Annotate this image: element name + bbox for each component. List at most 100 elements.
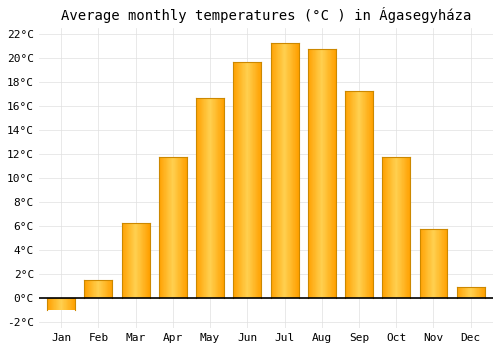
Bar [445, 229, 446, 298]
Bar [246, 62, 247, 298]
Bar [395, 157, 396, 298]
Bar [220, 98, 222, 298]
Bar [71, 298, 72, 310]
Bar [171, 157, 172, 298]
Bar [389, 157, 390, 298]
Bar [201, 98, 202, 298]
Bar [297, 43, 298, 298]
Bar [275, 43, 276, 298]
Bar [366, 91, 367, 298]
Bar [170, 157, 171, 298]
Bar [466, 287, 467, 298]
Bar [106, 280, 107, 298]
Bar [135, 223, 136, 298]
Bar [184, 157, 185, 298]
Bar [292, 43, 293, 298]
Bar [406, 157, 407, 298]
Bar [363, 91, 364, 298]
Bar [354, 91, 355, 298]
Bar [124, 223, 125, 298]
Bar [335, 49, 336, 298]
Bar [350, 91, 351, 298]
Bar [218, 98, 219, 298]
Bar [424, 229, 425, 298]
Bar [99, 280, 100, 298]
Title: Average monthly temperatures (°C ) in Ágasegyháza: Average monthly temperatures (°C ) in Ág… [60, 7, 471, 23]
Bar [361, 91, 362, 298]
Bar [172, 157, 173, 298]
Bar [435, 229, 436, 298]
Bar [359, 91, 360, 298]
Bar [49, 298, 50, 310]
Bar [250, 62, 251, 298]
Bar [144, 223, 145, 298]
Bar [362, 91, 363, 298]
Bar [270, 43, 271, 298]
Bar [255, 62, 256, 298]
Bar [202, 98, 203, 298]
Bar [65, 298, 66, 310]
Bar [349, 91, 350, 298]
Bar [279, 43, 280, 298]
Bar [84, 280, 85, 298]
Bar [66, 298, 68, 310]
Bar [432, 229, 433, 298]
Bar [480, 287, 481, 298]
Bar [108, 280, 109, 298]
Bar [330, 49, 332, 298]
Bar [483, 287, 484, 298]
Bar [51, 298, 52, 310]
Bar [222, 98, 223, 298]
Bar [64, 298, 65, 310]
Bar [403, 157, 404, 298]
Bar [444, 229, 445, 298]
Bar [271, 43, 272, 298]
Bar [312, 49, 313, 298]
Bar [464, 287, 465, 298]
Bar [48, 298, 49, 310]
Bar [177, 157, 178, 298]
Bar [209, 98, 210, 298]
Bar [282, 43, 283, 298]
Bar [422, 229, 423, 298]
Bar [478, 287, 479, 298]
Bar [173, 157, 174, 298]
Bar [69, 298, 70, 310]
Bar [199, 98, 200, 298]
Bar [348, 91, 349, 298]
Bar [52, 298, 53, 310]
Bar [141, 223, 142, 298]
Bar [370, 91, 372, 298]
Bar [85, 280, 86, 298]
Bar [161, 157, 162, 298]
Bar [329, 49, 330, 298]
Bar [474, 287, 475, 298]
Bar [96, 280, 98, 298]
Bar [205, 98, 206, 298]
Bar [176, 157, 177, 298]
Bar [431, 229, 432, 298]
Bar [87, 280, 88, 298]
Bar [321, 49, 322, 298]
Bar [100, 280, 101, 298]
Bar [475, 287, 476, 298]
Bar [215, 98, 216, 298]
Bar [62, 298, 63, 310]
Bar [47, 298, 48, 310]
Bar [434, 229, 435, 298]
Bar [316, 49, 317, 298]
Bar [407, 157, 408, 298]
Bar [59, 298, 60, 310]
Bar [125, 223, 126, 298]
Bar [326, 49, 327, 298]
Bar [438, 229, 439, 298]
Bar [409, 157, 410, 298]
Bar [57, 298, 58, 310]
Bar [365, 91, 366, 298]
Bar [249, 62, 250, 298]
Bar [111, 280, 112, 298]
Bar [472, 287, 473, 298]
Bar [55, 298, 56, 310]
Bar [252, 62, 253, 298]
Bar [223, 98, 224, 298]
